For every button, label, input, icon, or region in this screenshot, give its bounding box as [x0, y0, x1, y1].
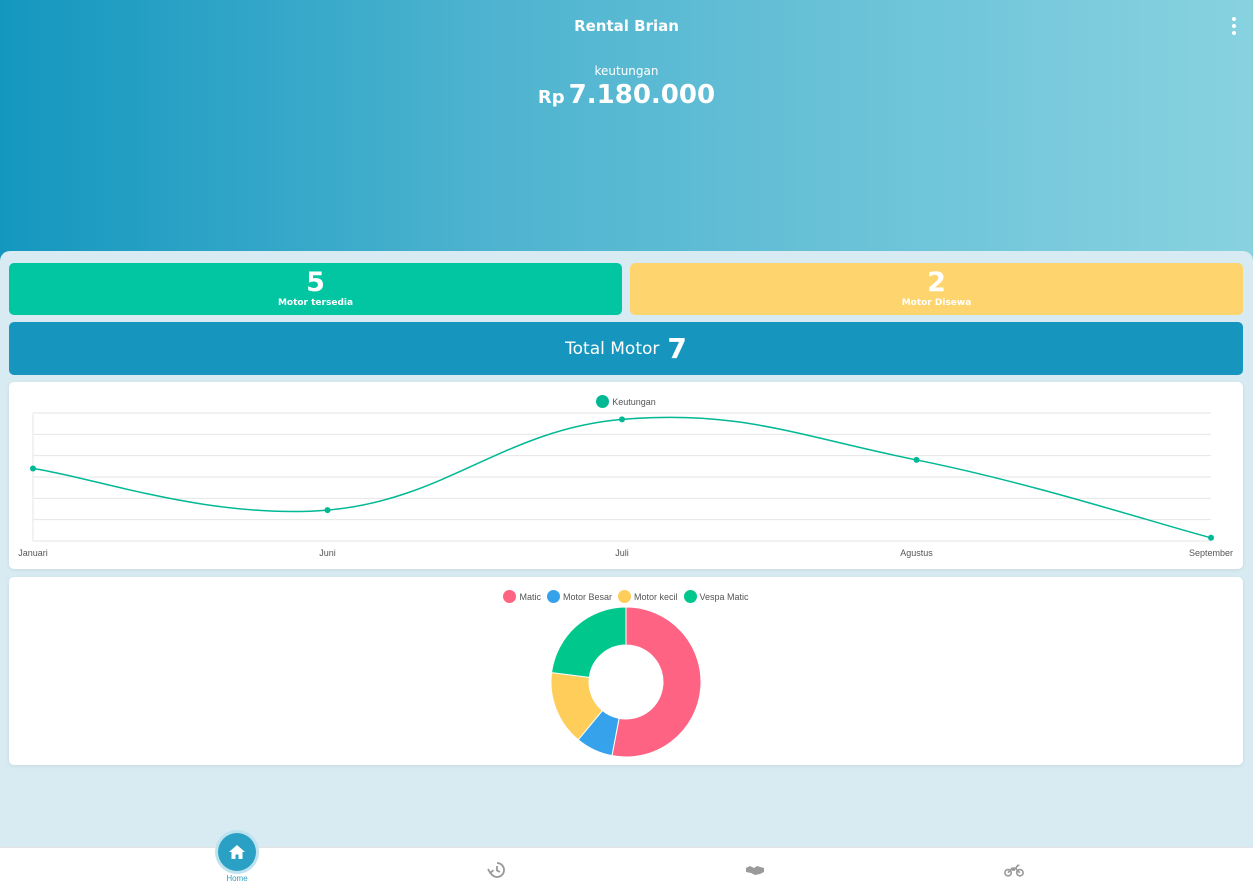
header: Rental Brian keutungan Rp 7.180.000 [0, 0, 1253, 270]
history-icon [487, 862, 505, 878]
nav-history[interactable] [466, 848, 526, 893]
slice-vespa-matic[interactable] [551, 606, 627, 678]
nav-motorcycle[interactable] [984, 848, 1044, 893]
rented-label: Motor Disewa [901, 298, 972, 308]
legend-item-motor-kecil[interactable]: Motor kecil [618, 590, 678, 603]
legend-label: Motor Besar [562, 591, 612, 602]
slice-matic[interactable] [611, 606, 702, 758]
available-label: Motor tersedia [277, 298, 354, 308]
total-value: 7 [667, 332, 687, 365]
data-point[interactable] [1208, 534, 1214, 541]
x-tick-label: September [1189, 548, 1233, 558]
home-icon [229, 845, 245, 859]
legend-item-keutungan[interactable]: Keutungan [596, 395, 656, 408]
profit-label: keutungan [594, 64, 659, 78]
motorcycle-icon [1004, 864, 1024, 877]
nav-home[interactable]: Home [207, 833, 267, 893]
data-point[interactable] [324, 507, 331, 514]
rented-count: 2 [927, 267, 946, 298]
legend-label: Motor kecil [634, 591, 678, 602]
profit-line-chart-card: Keutungan Januari Juni Juli Agustus Septembe… [9, 382, 1243, 569]
data-point[interactable] [913, 456, 920, 463]
line-chart-legend: Keutungan [9, 395, 1243, 408]
x-tick-label: Agustus [900, 548, 933, 558]
legend-swatch [618, 590, 631, 603]
content-panel: 5 Motor tersedia 2 Motor Disewa Total Mo… [0, 251, 1253, 851]
bottom-navigation: Home [0, 833, 1253, 893]
app-title: Rental Brian [574, 17, 679, 35]
legend-label: Matic [519, 591, 541, 602]
legend-item-matic[interactable]: Matic [503, 590, 541, 603]
total-motor-card[interactable]: Total Motor 7 [9, 322, 1243, 375]
line-chart: Januari Juni Juli Agustus September [18, 412, 1233, 558]
pie-chart-legend: Matic Motor Besar Motor kecil Vespa Mati… [9, 590, 1243, 603]
x-tick-label: Juli [615, 548, 629, 558]
legend-swatch [503, 590, 517, 603]
legend-swatch [546, 590, 560, 603]
rented-motor-card[interactable]: 2 Motor Disewa [630, 263, 1243, 315]
legend-swatch [596, 395, 610, 408]
nav-rental[interactable] [725, 848, 785, 893]
available-motor-card[interactable]: 5 Motor tersedia [9, 263, 622, 315]
more-vert-icon[interactable] [1229, 17, 1239, 35]
doughnut-chart [550, 606, 702, 758]
motor-type-pie-card: Matic Motor Besar Motor kecil Vespa Mati… [9, 577, 1243, 765]
legend-label: Keutungan [612, 396, 656, 407]
legend-label: Vespa Matic [699, 591, 749, 602]
home-button[interactable] [218, 833, 256, 871]
legend-item-motor-besar[interactable]: Motor Besar [546, 590, 612, 603]
x-tick-label: Januari [18, 548, 48, 558]
currency-label: Rp [537, 87, 565, 108]
data-point[interactable] [30, 465, 36, 472]
x-tick-label: Juni [319, 548, 336, 558]
legend-swatch [683, 590, 697, 603]
available-count: 5 [306, 267, 325, 298]
data-point[interactable] [619, 416, 625, 423]
handshake-icon [746, 866, 764, 875]
profit-amount: 7.180.000 [568, 80, 716, 110]
total-label: Total Motor [565, 338, 660, 359]
home-label: Home [226, 874, 248, 883]
legend-item-vespa-matic[interactable]: Vespa Matic [683, 590, 749, 603]
profit-value: Rp 7.180.000 [0, 80, 1253, 110]
